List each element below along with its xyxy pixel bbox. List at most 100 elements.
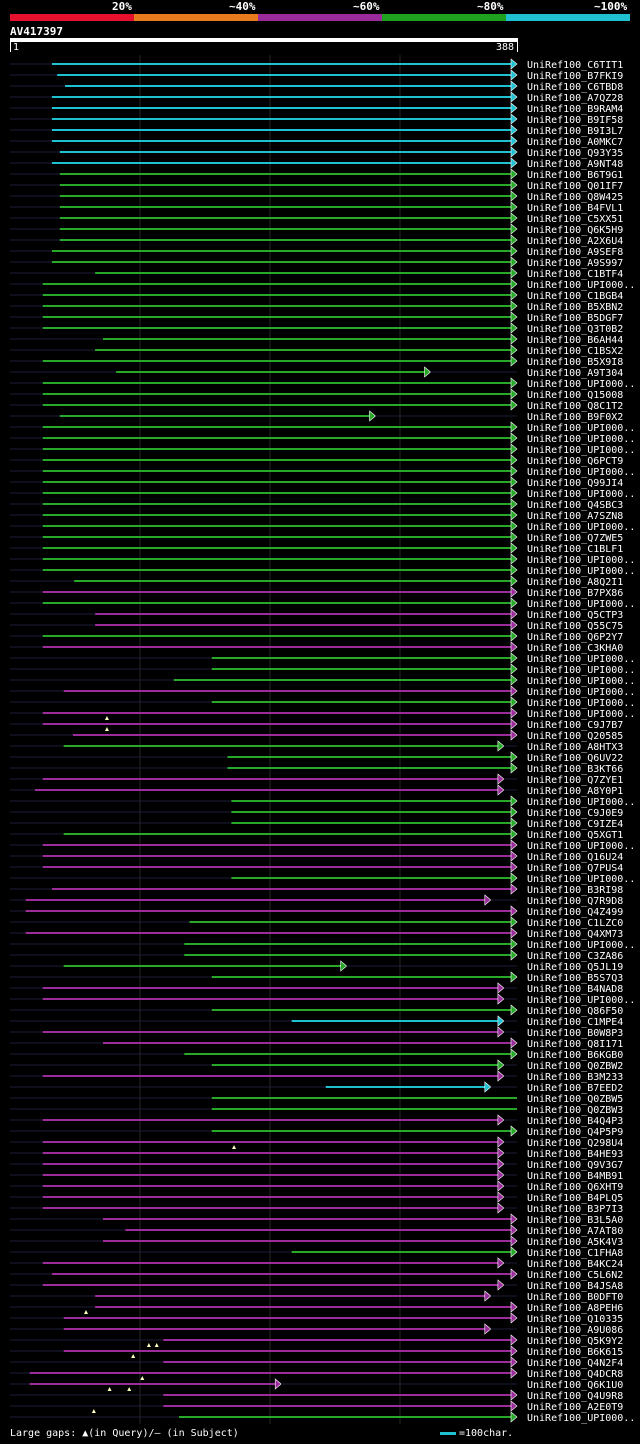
hit-arrow — [510, 256, 518, 268]
hit-arrow — [510, 1246, 518, 1258]
hit-label: UniRef100_UPI000.. — [527, 379, 635, 390]
hit-label: UniRef100_A8PEH6 — [527, 1303, 623, 1314]
hit-arrow — [510, 1235, 518, 1247]
query-tick-end — [517, 42, 518, 52]
hit-arrow — [510, 861, 518, 873]
hit-arrow — [510, 69, 518, 81]
hit-arrow — [510, 267, 518, 279]
hit-arrow — [510, 168, 518, 180]
hit-label: UniRef100_B9F0X2 — [527, 412, 623, 423]
hit-arrow — [510, 707, 518, 719]
hit-label: UniRef100_B3L5A0 — [527, 1215, 623, 1226]
hit-label: UniRef100_A8Q2I1 — [527, 577, 623, 588]
hit-arrow — [510, 146, 518, 158]
hit-label: UniRef100_Q4U9R8 — [527, 1391, 623, 1402]
hit-arrow — [510, 234, 518, 246]
legend-label-100: ~100% — [594, 0, 628, 13]
hit-arrow — [510, 1400, 518, 1412]
hit-arrow — [424, 366, 432, 378]
hit-arrow — [510, 927, 518, 939]
hit-label: UniRef100_A9NT48 — [527, 159, 623, 170]
hit-arrow — [497, 1257, 505, 1269]
hit-label: UniRef100_Q8W425 — [527, 192, 623, 203]
hit-arrow — [510, 245, 518, 257]
hit-arrow — [510, 1037, 518, 1049]
query-gap-marker — [232, 1145, 237, 1149]
hit-arrow — [510, 1334, 518, 1346]
hit-arrow — [510, 542, 518, 554]
hit-arrow — [510, 1312, 518, 1324]
hit-label: UniRef100_B9RAM4 — [527, 104, 623, 115]
hit-label: UniRef100_UPI000.. — [527, 687, 635, 698]
hit-label: UniRef100_UPI000.. — [527, 709, 635, 720]
hit-label: UniRef100_B4HE93 — [527, 1149, 623, 1160]
hit-label: UniRef100_B9IF58 — [527, 115, 623, 126]
hit-label: UniRef100_Q4Z499 — [527, 907, 623, 918]
hit-label: UniRef100_Q6K5H9 — [527, 225, 623, 236]
query-gap-marker — [91, 1409, 96, 1413]
hit-label: UniRef100_Q10335 — [527, 1314, 623, 1325]
hit-arrow — [510, 1367, 518, 1379]
hit-label: UniRef100_B4Q4P3 — [527, 1116, 623, 1127]
hit-label: UniRef100_C6TIT1 — [527, 60, 623, 71]
hit-label: UniRef100_UPI000.. — [527, 940, 635, 951]
hit-arrow — [510, 355, 518, 367]
hit-label: UniRef100_UPI000.. — [527, 467, 635, 478]
hit-label: UniRef100_Q93Y35 — [527, 148, 623, 159]
query-gap-marker — [83, 1310, 88, 1314]
legend-seg-80 — [382, 14, 506, 21]
query-tick-start — [10, 42, 11, 52]
hit-arrow — [510, 1301, 518, 1313]
query-end-label: 388 — [496, 42, 515, 53]
hit-arrow — [510, 124, 518, 136]
hit-arrow — [497, 1070, 505, 1082]
hit-label: UniRef100_UPI000.. — [527, 280, 635, 291]
hit-arrow — [510, 531, 518, 543]
hit-arrow — [510, 1268, 518, 1280]
hit-arrow — [510, 729, 518, 741]
hit-label: UniRef100_UPI000.. — [527, 522, 635, 533]
hit-arrow — [510, 157, 518, 169]
hit-label: UniRef100_B4JSA8 — [527, 1281, 623, 1292]
hit-arrow — [510, 1389, 518, 1401]
hit-label: UniRef100_Q55C75 — [527, 621, 623, 632]
hit-arrow — [510, 553, 518, 565]
hit-label: UniRef100_Q0ZBW3 — [527, 1105, 623, 1116]
hit-arrow — [510, 300, 518, 312]
scale-line — [440, 1431, 456, 1435]
hit-arrow — [510, 586, 518, 598]
hit-label: UniRef100_B6AH44 — [527, 335, 623, 346]
hit-label: UniRef100_B0DFT0 — [527, 1292, 623, 1303]
hit-arrow — [510, 1411, 518, 1423]
hit-label: UniRef100_Q6K1U0 — [527, 1380, 623, 1391]
hit-arrow — [510, 905, 518, 917]
hit-label: UniRef100_A2X6U4 — [527, 236, 623, 247]
hit-label: UniRef100_Q5K9Y2 — [527, 1336, 623, 1347]
hit-arrow — [510, 399, 518, 411]
hit-label: UniRef100_B6T9G1 — [527, 170, 623, 181]
hit-label: UniRef100_Q9V3G7 — [527, 1160, 623, 1171]
hit-arrow — [510, 1048, 518, 1060]
hit-label: UniRef100_B0W8P3 — [527, 1028, 623, 1039]
hit-label: UniRef100_UPI000.. — [527, 434, 635, 445]
hit-label: UniRef100_B4PLQ5 — [527, 1193, 623, 1204]
hit-label: UniRef100_Q8I171 — [527, 1039, 623, 1050]
hit-label: UniRef100_Q99JI4 — [527, 478, 623, 489]
hit-label: UniRef100_Q6PCT9 — [527, 456, 623, 467]
hit-arrow — [510, 223, 518, 235]
hit-label: UniRef100_B5S7Q3 — [527, 973, 623, 984]
hit-arrow — [497, 1158, 505, 1170]
hit-arrow — [510, 212, 518, 224]
hit-label: UniRef100_A7QZ28 — [527, 93, 623, 104]
hit-arrow — [510, 806, 518, 818]
hit-label: UniRef100_UPI000.. — [527, 698, 635, 709]
hit-arrow — [510, 696, 518, 708]
hit-arrow — [510, 971, 518, 983]
hit-label: UniRef100_C9J0E9 — [527, 808, 623, 819]
hit-arrow — [510, 443, 518, 455]
query-gap-marker — [146, 1343, 151, 1347]
hit-arrow — [510, 113, 518, 125]
hit-arrow — [510, 432, 518, 444]
hit-arrow — [510, 685, 518, 697]
hit-arrow — [497, 1279, 505, 1291]
